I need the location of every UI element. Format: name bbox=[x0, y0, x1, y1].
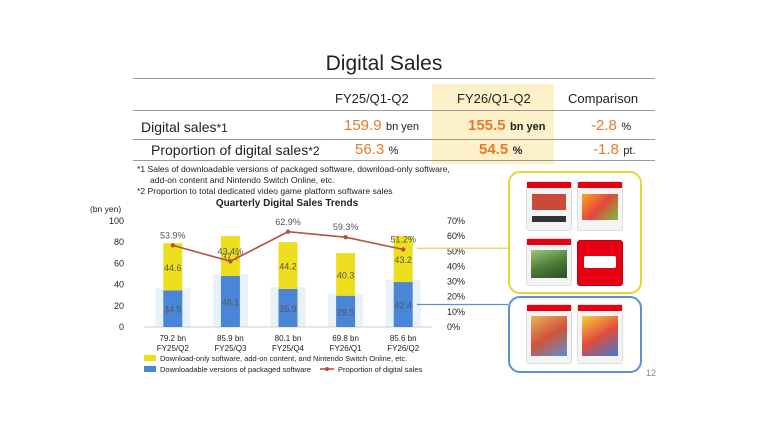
bar-download-only bbox=[278, 242, 298, 289]
page-title: Digital Sales bbox=[325, 52, 443, 75]
proportion-point bbox=[285, 229, 291, 234]
bar-label-packaged: 35.9 bbox=[279, 304, 297, 314]
table-header-fy25: FY25/Q1-Q2 bbox=[335, 91, 409, 106]
bar-packaged-downloads bbox=[393, 282, 413, 327]
proportion-label: 59.3% bbox=[333, 222, 359, 232]
bar-packaged-downloads bbox=[163, 290, 183, 327]
bar-packaged-downloads bbox=[220, 276, 240, 327]
category-label: FY25/Q2 bbox=[157, 344, 190, 353]
table-header-divider bbox=[133, 110, 655, 111]
proportion-label: 62.9% bbox=[275, 217, 301, 227]
game-cover-adventure-image bbox=[526, 238, 572, 286]
proportion-point bbox=[228, 259, 233, 264]
proportion-label: 43.4% bbox=[218, 246, 244, 256]
bar-download-only bbox=[336, 253, 356, 296]
bar-label-download-only: 44.6 bbox=[164, 263, 182, 273]
category-total-label: 80.1 bn bbox=[275, 334, 302, 343]
y-tick-label: 40 bbox=[114, 280, 124, 290]
bar-download-only bbox=[220, 236, 240, 277]
row-proportion-fy26: 54.5 % bbox=[479, 141, 523, 158]
y-tick-label: 80 bbox=[114, 237, 124, 247]
download-only-frame bbox=[508, 171, 642, 294]
category-label: FY26/Q1 bbox=[330, 344, 363, 353]
proportion-point bbox=[401, 247, 406, 252]
y2-tick-label: 60% bbox=[447, 231, 465, 241]
row-proportion-comparison: -1.8 pt. bbox=[593, 141, 636, 158]
y-tick-label: 20 bbox=[114, 301, 124, 311]
nintendo-switch-online-image bbox=[577, 240, 623, 286]
category-label: FY26/Q2 bbox=[387, 344, 420, 353]
y-tick-label: 60 bbox=[114, 258, 124, 268]
table-header-fy26: FY26/Q1-Q2 bbox=[457, 91, 531, 106]
bar-label-download-only: 43.2 bbox=[394, 255, 412, 265]
category-label: FY25/Q3 bbox=[214, 344, 247, 353]
row-proportion-fy25: 56.3 % bbox=[355, 141, 399, 158]
game-cover-party-image bbox=[577, 181, 623, 231]
bar-download-only bbox=[163, 243, 183, 291]
legend-label-proportion: Proportion of digital sales bbox=[338, 365, 422, 374]
bar-label-download-only: 40.3 bbox=[337, 270, 355, 280]
category-total-label: 85.6 bn bbox=[390, 334, 417, 343]
category-total-label: 69.8 bn bbox=[332, 334, 359, 343]
row-digital-sales-comparison: -2.8 % bbox=[591, 117, 632, 134]
chart-title: Quarterly Digital Sales Trends bbox=[216, 198, 359, 209]
bar-label-download-only: 44.2 bbox=[279, 262, 297, 272]
packaged-software-frame bbox=[508, 296, 642, 373]
category-label: FY25/Q4 bbox=[272, 344, 305, 353]
table-bottom-divider bbox=[133, 160, 655, 161]
fy26-highlight-column bbox=[432, 84, 554, 164]
table-header-comparison: Comparison bbox=[568, 91, 639, 106]
legend-label-download-only: Download-only software, add-on content, … bbox=[160, 354, 407, 363]
y-axis-label: (bn yen) bbox=[90, 204, 121, 214]
bar-label-download-only: 37.7 bbox=[222, 252, 240, 262]
bar-label-packaged: 29.5 bbox=[337, 307, 355, 317]
proportion-point bbox=[170, 243, 175, 248]
game-cover-tour-image bbox=[526, 181, 572, 231]
y2-tick-label: 40% bbox=[447, 261, 465, 271]
category-total-label: 85.9 bn bbox=[217, 334, 244, 343]
bar-label-packaged: 34.5 bbox=[164, 305, 182, 315]
y2-tick-label: 70% bbox=[447, 216, 465, 226]
bar-label-packaged: 48.1 bbox=[222, 298, 240, 308]
legend-swatch-download-only bbox=[144, 355, 156, 361]
legend-marker-proportion bbox=[325, 367, 329, 371]
row-proportion-label: Proportion of digital sales*2 bbox=[151, 142, 320, 158]
row-digital-sales-label: Digital sales*1 bbox=[141, 119, 228, 135]
legend-label-packaged: Downloadable versions of packaged softwa… bbox=[160, 365, 311, 374]
y-tick-label: 0 bbox=[119, 322, 124, 332]
legend-swatch-packaged bbox=[144, 366, 156, 372]
page-number: 12 bbox=[646, 368, 657, 378]
row-digital-sales-fy25: 159.9 bn yen bbox=[344, 117, 420, 134]
game-cover-kart-image bbox=[526, 304, 572, 364]
title-divider bbox=[133, 78, 655, 79]
bar-label-packaged: 42.4 bbox=[394, 301, 412, 311]
y-tick-label: 100 bbox=[109, 216, 124, 226]
y2-tick-label: 0% bbox=[447, 322, 460, 332]
proportion-point bbox=[343, 235, 348, 240]
proportion-label: 53.9% bbox=[160, 230, 186, 240]
y2-tick-label: 20% bbox=[447, 292, 465, 302]
game-cover-mario-image bbox=[577, 304, 623, 364]
y2-tick-label: 50% bbox=[447, 246, 465, 256]
category-total-label: 79.2 bn bbox=[159, 334, 186, 343]
bar-packaged-downloads bbox=[336, 295, 356, 327]
y2-tick-label: 30% bbox=[447, 277, 465, 287]
footnote-2: *2 Proportion to total dedicated video g… bbox=[137, 186, 393, 196]
footnote-1: *1 Sales of downloadable versions of pac… bbox=[137, 164, 450, 185]
bar-packaged-downloads bbox=[278, 288, 298, 327]
proportion-label: 51.2% bbox=[390, 234, 416, 244]
y2-tick-label: 10% bbox=[447, 307, 465, 317]
table-row-divider bbox=[133, 139, 655, 140]
row-digital-sales-fy26: 155.5 bn yen bbox=[468, 117, 546, 134]
